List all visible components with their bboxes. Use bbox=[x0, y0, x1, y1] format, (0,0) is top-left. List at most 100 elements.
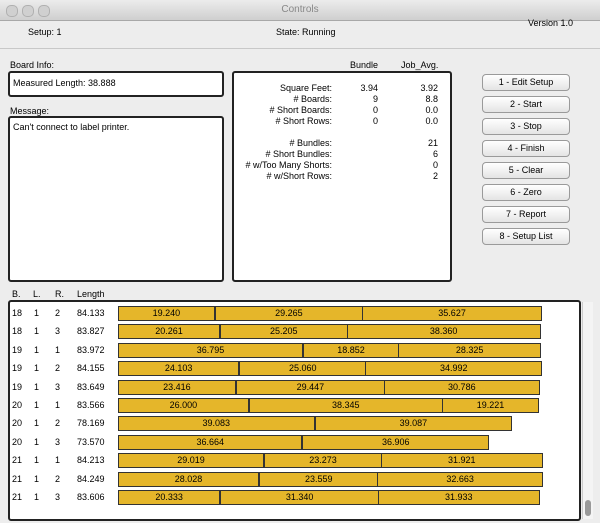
board-info-label: Board Info: bbox=[10, 60, 55, 70]
segment: 32.663 bbox=[377, 471, 543, 487]
button[interactable]: 6 - Zero bbox=[482, 184, 570, 201]
segment: 31.340 bbox=[220, 490, 379, 505]
column-header: B. bbox=[12, 289, 21, 299]
cell-b: 21 bbox=[12, 473, 23, 484]
total-value: 0 bbox=[432, 160, 438, 170]
cell-b: 20 bbox=[12, 400, 23, 410]
segment: 39.087 bbox=[314, 416, 513, 432]
cell-r: 3 bbox=[55, 436, 61, 447]
version-label: Version 1.0 bbox=[528, 18, 574, 28]
message-box: Can't connect to label printer. bbox=[8, 116, 224, 282]
stat-job-avg: 8.8 bbox=[425, 94, 438, 104]
cell-l: 1 bbox=[34, 400, 40, 410]
message-label: Message: bbox=[10, 106, 50, 116]
cell-l: 1 bbox=[34, 418, 40, 429]
segment: 28.325 bbox=[397, 342, 542, 358]
cell-b: 19 bbox=[12, 363, 23, 374]
cell-l: 1 bbox=[34, 308, 40, 318]
cell-b: 20 bbox=[12, 436, 23, 447]
close-button[interactable] bbox=[6, 5, 18, 17]
total-value: 21 bbox=[427, 138, 438, 148]
cell-length: 84.249 bbox=[77, 473, 105, 484]
total-label: # Bundles: bbox=[289, 138, 332, 148]
segment: 38.360 bbox=[346, 324, 541, 340]
segment: 31.921 bbox=[381, 453, 543, 469]
stat-bundle: 0 bbox=[372, 116, 378, 126]
segment: 30.786 bbox=[383, 379, 540, 395]
stat-bundle: 9 bbox=[372, 94, 378, 104]
cell-r: 3 bbox=[55, 381, 61, 392]
cell-length: 84.133 bbox=[77, 308, 105, 318]
cell-r: 1 bbox=[55, 400, 61, 410]
column-header: R. bbox=[55, 289, 64, 299]
segment: 24.103 bbox=[118, 361, 240, 377]
cell-length: 83.972 bbox=[77, 344, 105, 355]
button[interactable]: 3 - Stop bbox=[482, 118, 570, 135]
stat-label: # Boards: bbox=[293, 94, 332, 104]
cell-r: 2 bbox=[55, 363, 61, 374]
scroll-thumb[interactable] bbox=[585, 500, 591, 516]
stat-job-avg: 0.0 bbox=[425, 116, 438, 126]
cell-r: 3 bbox=[55, 492, 61, 502]
button[interactable]: 7 - Report bbox=[482, 206, 570, 223]
segment: 34.992 bbox=[365, 361, 543, 377]
button[interactable]: 2 - Start bbox=[482, 96, 570, 113]
button[interactable]: 4 - Finish bbox=[482, 140, 570, 157]
segment: 25.060 bbox=[239, 361, 367, 377]
segment: 29.019 bbox=[118, 453, 264, 469]
cell-length: 84.213 bbox=[77, 455, 105, 466]
button[interactable]: 8 - Setup List bbox=[482, 228, 570, 245]
stat-label: # Short Rows: bbox=[275, 116, 332, 126]
cell-r: 2 bbox=[55, 473, 61, 484]
scrollbar[interactable] bbox=[582, 302, 593, 519]
stat-bundle: 3.94 bbox=[360, 83, 378, 93]
button[interactable]: 1 - Edit Setup bbox=[482, 74, 570, 91]
cell-length: 83.827 bbox=[77, 326, 105, 337]
stats-column: Job_Avg. bbox=[401, 60, 439, 70]
segment: 36.795 bbox=[118, 342, 304, 358]
segment: 19.221 bbox=[441, 398, 540, 413]
cell-r: 3 bbox=[55, 326, 61, 337]
cell-length: 83.649 bbox=[77, 381, 105, 392]
segment: 39.083 bbox=[118, 416, 315, 432]
segment: 23.559 bbox=[258, 471, 379, 487]
cell-r: 1 bbox=[55, 455, 61, 466]
total-value: 6 bbox=[432, 149, 438, 159]
table-box: 18 1 2 84.133 19.240 29.265 35.627 18 1 3 83.827 20… bbox=[8, 300, 581, 521]
cell-l: 1 bbox=[34, 363, 40, 374]
cell-length: 78.169 bbox=[77, 418, 105, 429]
segment: 18.852 bbox=[303, 342, 399, 358]
cell-b: 18 bbox=[12, 308, 23, 318]
total-label: # w/Too Many Shorts: bbox=[245, 160, 332, 170]
stat-label: # Short Boards: bbox=[269, 105, 332, 115]
cell-l: 1 bbox=[34, 344, 40, 355]
column-header: L. bbox=[33, 289, 41, 299]
cell-b: 21 bbox=[12, 455, 23, 466]
minimize-button[interactable] bbox=[22, 5, 34, 17]
segment: 23.273 bbox=[263, 453, 383, 469]
segment: 31.933 bbox=[377, 490, 540, 505]
segment: 20.261 bbox=[118, 324, 220, 340]
cell-length: 84.155 bbox=[77, 363, 105, 374]
zoom-button[interactable] bbox=[38, 5, 50, 17]
cell-r: 2 bbox=[55, 418, 61, 429]
cell-b: 19 bbox=[12, 344, 23, 355]
segment: 20.333 bbox=[118, 490, 221, 505]
cell-l: 1 bbox=[34, 473, 40, 484]
board-info-box: Measured Length: 38.888 bbox=[8, 71, 224, 97]
cell-r: 2 bbox=[55, 308, 61, 318]
stat-label: Square Feet: bbox=[279, 83, 332, 93]
window-title: Controls bbox=[281, 4, 319, 15]
separator bbox=[0, 48, 600, 49]
button[interactable]: 5 - Clear bbox=[482, 162, 570, 179]
segment: 29.265 bbox=[214, 306, 363, 321]
cell-l: 1 bbox=[34, 455, 40, 466]
stat-job-avg: 0.0 bbox=[425, 105, 438, 115]
total-value: 2 bbox=[432, 171, 438, 181]
segment: 35.627 bbox=[361, 306, 543, 321]
segment: 28.028 bbox=[118, 471, 259, 487]
board-info-value: Measured Length: 38.888 bbox=[13, 78, 116, 88]
cell-l: 1 bbox=[34, 436, 40, 447]
stats-column: Bundle bbox=[350, 60, 379, 70]
